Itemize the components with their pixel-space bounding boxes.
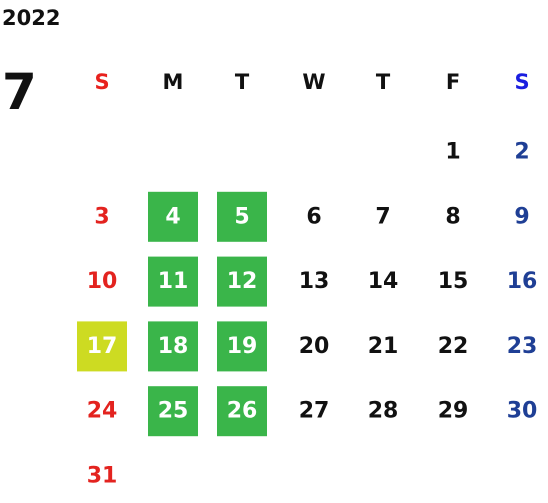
day-number: 28 (368, 399, 399, 424)
day-number: 6 (306, 204, 321, 229)
day-highlight (148, 256, 198, 307)
day-number: 29 (438, 399, 469, 424)
day-highlight (148, 321, 198, 372)
day-number: 19 (227, 334, 258, 359)
day-number: 5 (234, 204, 249, 229)
day-number: 1 (445, 140, 460, 165)
day-number: 11 (158, 269, 189, 294)
weekday-label: F (446, 70, 460, 94)
day-number: 8 (445, 204, 460, 229)
day-number: 2 (514, 140, 529, 165)
day-number: 26 (227, 399, 258, 424)
weekday-label: S (514, 70, 529, 94)
weekday-label: W (302, 70, 325, 94)
day-highlight (217, 321, 267, 372)
day-number: 17 (87, 334, 118, 359)
weekday-label: T (376, 70, 391, 94)
day-highlight (217, 191, 267, 242)
day-number: 16 (507, 269, 538, 294)
day-number: 21 (368, 334, 399, 359)
day-number: 27 (299, 399, 330, 424)
month: 7 (2, 63, 37, 121)
day-number: 10 (87, 269, 118, 294)
day-number: 23 (507, 334, 538, 359)
day-highlight (148, 386, 198, 437)
day-number: 20 (299, 334, 330, 359)
day-number: 22 (438, 334, 469, 359)
day-number: 18 (158, 334, 189, 359)
day-number: 7 (375, 204, 390, 229)
day-number: 24 (87, 399, 118, 424)
day-number: 4 (165, 204, 180, 229)
day-highlight (148, 191, 198, 242)
year: 2022 (2, 6, 60, 30)
day-highlight (217, 256, 267, 307)
day-highlight (217, 386, 267, 437)
weekday-label: S (94, 70, 109, 94)
day-number: 12 (227, 269, 258, 294)
day-number: 15 (438, 269, 469, 294)
day-number: 13 (299, 269, 330, 294)
weekday-label: M (163, 70, 184, 94)
day-number: 14 (368, 269, 399, 294)
day-number: 9 (514, 204, 529, 229)
day-number: 31 (87, 464, 118, 489)
day-highlight (77, 321, 127, 372)
day-number: 3 (94, 204, 109, 229)
day-number: 25 (158, 399, 189, 424)
weekday-label: T (235, 70, 250, 94)
day-number: 30 (507, 399, 538, 424)
